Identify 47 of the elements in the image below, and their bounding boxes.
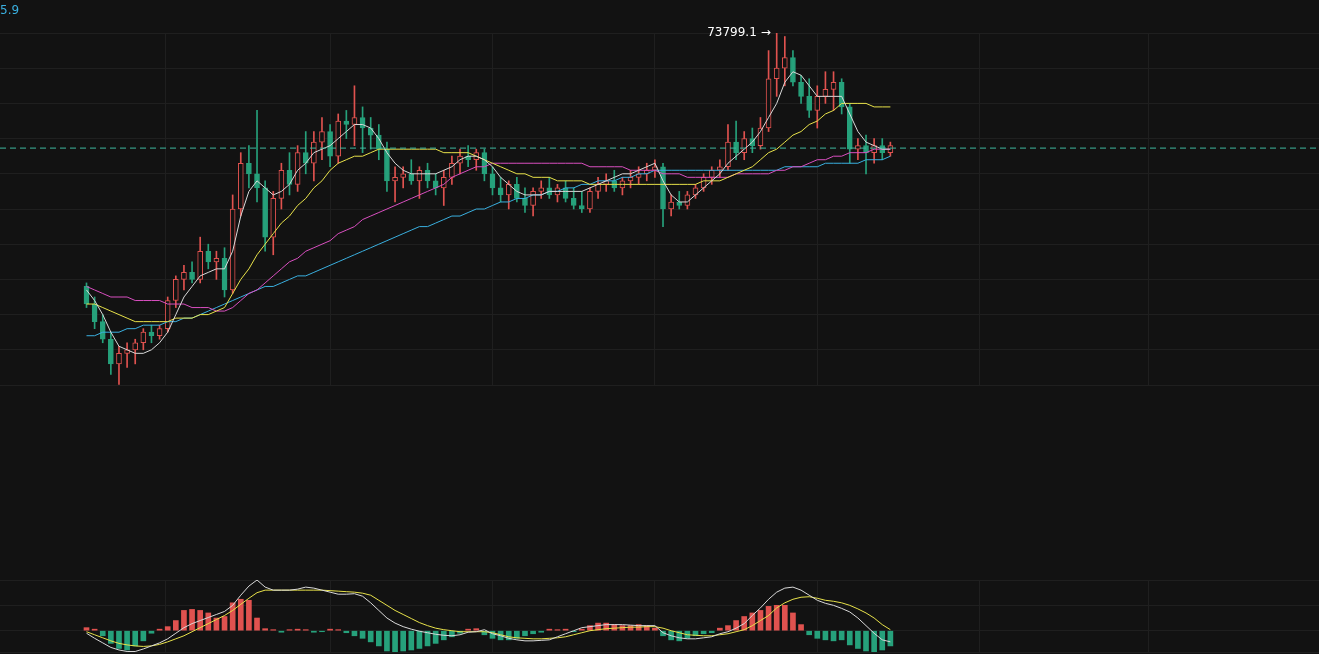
bar bbox=[717, 627, 723, 631]
annotation: 73799.1 → bbox=[707, 25, 771, 40]
bar bbox=[116, 630, 122, 649]
bar bbox=[530, 630, 536, 635]
bar bbox=[148, 630, 155, 634]
bar bbox=[855, 630, 861, 649]
bar bbox=[164, 626, 171, 631]
bar bbox=[725, 625, 731, 631]
candlestick bbox=[578, 191, 585, 213]
bar bbox=[863, 630, 869, 652]
bar bbox=[254, 617, 260, 631]
text: 5.9 bbox=[0, 3, 20, 18]
bar bbox=[790, 612, 796, 631]
bar bbox=[246, 599, 252, 631]
bar bbox=[124, 630, 130, 651]
bar bbox=[522, 630, 528, 637]
bar bbox=[99, 630, 106, 637]
bar bbox=[359, 630, 366, 639]
bar bbox=[781, 605, 788, 631]
bar bbox=[237, 598, 244, 631]
candlestick bbox=[246, 145, 252, 189]
bar bbox=[367, 630, 374, 643]
candlestick bbox=[392, 166, 398, 203]
bar bbox=[181, 610, 187, 631]
bar bbox=[798, 624, 804, 631]
bar bbox=[708, 630, 715, 634]
bar bbox=[172, 620, 179, 631]
bar bbox=[652, 627, 658, 631]
bar bbox=[221, 616, 228, 631]
candlestick bbox=[773, 33, 780, 97]
bar bbox=[262, 628, 268, 631]
bar bbox=[83, 627, 90, 631]
bar bbox=[400, 630, 407, 652]
bar bbox=[132, 630, 139, 647]
bar bbox=[773, 605, 780, 631]
bar bbox=[814, 630, 821, 639]
bar bbox=[384, 630, 390, 652]
bar bbox=[879, 630, 886, 651]
candlestick bbox=[855, 138, 861, 161]
bar bbox=[392, 630, 398, 652]
bar bbox=[375, 630, 382, 647]
bar bbox=[408, 630, 415, 651]
bar bbox=[806, 630, 813, 636]
bar bbox=[189, 609, 195, 631]
bar bbox=[473, 628, 480, 631]
bar bbox=[846, 630, 853, 646]
bar bbox=[871, 630, 877, 652]
